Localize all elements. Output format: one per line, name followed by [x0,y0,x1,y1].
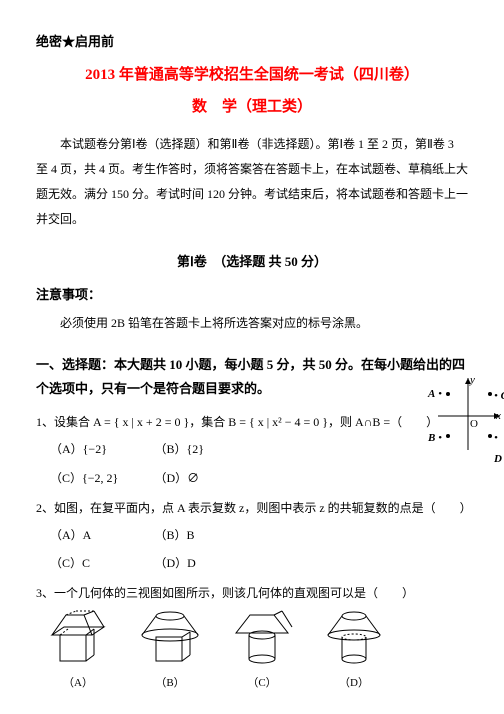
shape-a-label: （A） [63,677,93,689]
plane-pt-c: C [501,390,504,402]
shape-c-label: （C） [247,677,276,689]
question-1-options: （A）{−2} （B）{2} [50,438,468,461]
q1-opt-d: （D）∅ [155,467,260,490]
exam-subtitle: 数 学（理工类） [36,93,468,122]
part-1-heading: 一、选择题：本大题共 10 小题，每小题 5 分，共 50 分。在每小题给出的四… [36,353,468,402]
notice-body: 必须使用 2B 铅笔在答题卡上将所选答案对应的标号涂黑。 [36,312,468,335]
shape-c: （C） [226,609,298,694]
plane-y-label: y [470,370,475,391]
shape-b: （B） [134,609,206,694]
secret-suffix: 启用前 [75,34,114,49]
shape-a: （A） [42,609,114,694]
question-2-options: （A）A （B）B [50,524,468,547]
secret-prefix: 绝密 [36,34,62,49]
plane-origin-label: O [470,414,478,435]
star-icon: ★ [62,34,75,49]
shape-c-svg [226,609,298,671]
shape-b-label: （B） [155,677,184,689]
notice-label: 注意事项： [36,283,468,308]
question-1-stem: 1、设集合 A = { x | x + 2 = 0 }，集合 B = { x |… [36,410,468,434]
intro-paragraph: 本试题卷分第Ⅰ卷（选择题）和第Ⅱ卷（非选择题）。第Ⅰ卷 1 至 2 页，第Ⅱ卷 … [36,132,468,233]
q1-opt-a: （A）{−2} [50,438,155,461]
shape-a-svg [42,609,114,671]
shapes-row: （A） （B） （C） [42,609,468,694]
plane-pt-d: D [494,453,502,465]
q1-opt-c: （C）{−2, 2} [50,467,155,490]
q2-opt-a: （A）A [50,524,155,547]
shape-b-svg [134,609,206,671]
q1-opt-b: （B）{2} [155,438,260,461]
plane-x-label: x [496,406,501,427]
q2-opt-c: （C）C [50,552,155,575]
plane-pt-a: A [428,388,435,400]
plane-pt-b: B [428,432,435,444]
shape-d: （D） [318,609,390,694]
shape-d-svg [318,609,390,671]
shape-d-label: （D） [339,677,369,689]
exam-title: 2013 年普通高等学校招生全国统一考试（四川卷） [36,61,468,90]
question-2-stem: 2、如图，在复平面内，点 A 表示复数 z，则图中表示 z 的共轭复数的点是（ … [36,496,468,520]
secret-header: 绝密★启用前 [36,30,468,55]
complex-plane-figure: A • • C B • • D y x O [434,372,504,465]
question-3-stem: 3、一个几何体的三视图如图所示，则该几何体的直观图可以是（ ） [36,581,468,605]
section-1-title: 第Ⅰ卷 （选择题 共 50 分） [36,250,468,275]
question-2-options-row2: （C）C （D）D [50,552,468,575]
question-1-options-row2: （C）{−2, 2} （D）∅ [50,467,468,490]
q2-opt-b: （B）B [155,524,260,547]
q2-opt-d: （D）D [155,552,260,575]
